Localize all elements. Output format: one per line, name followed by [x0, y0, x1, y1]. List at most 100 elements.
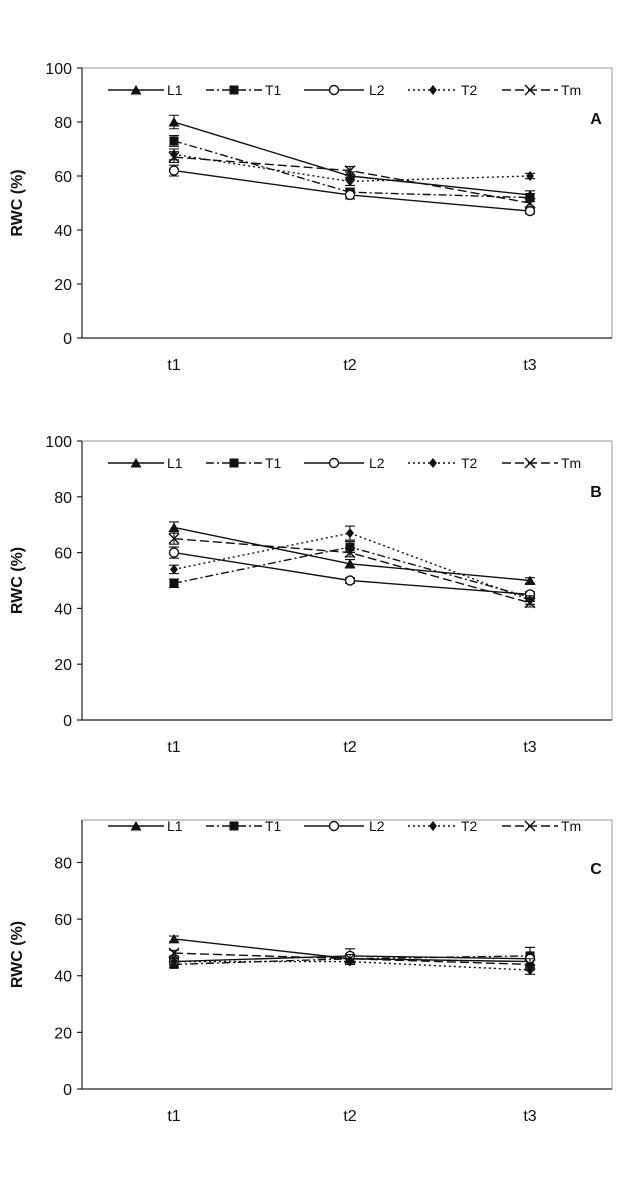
data-point	[170, 956, 178, 967]
x-tick-label: t1	[167, 357, 180, 374]
legend-marker-T2	[429, 821, 437, 831]
data-point	[168, 117, 180, 127]
legend-marker-L1	[130, 85, 142, 95]
y-axis-label: RWC (%)	[9, 921, 26, 988]
data-point	[525, 193, 535, 203]
chart-panel-C: 0 20 40 60 80 t1 t2 t3 RWC (%) C L1 T1 L2 T2 Tm	[9, 818, 613, 1125]
data-point	[168, 165, 180, 176]
legend: L1 T1 L2 T2 Tm	[108, 82, 581, 98]
series-L1	[168, 521, 536, 585]
series-Tm	[168, 947, 536, 971]
legend-label-T1: T1	[265, 818, 282, 834]
legend-label-Tm: Tm	[561, 818, 581, 834]
data-point	[344, 953, 356, 965]
legend-label-T2: T2	[461, 82, 478, 98]
legend-marker-Tm	[524, 84, 536, 96]
series-L2	[168, 546, 536, 600]
legend-label-L1: L1	[167, 818, 183, 834]
chart-panel-B: 0 20 40 60 80 100 t1 t2 t3 RWC (%) B L1 T1 L2 T2 Tm	[9, 434, 613, 756]
data-point	[524, 205, 536, 217]
data-point	[524, 575, 536, 585]
series-L2	[168, 164, 536, 217]
x-tick-label: t1	[167, 1108, 180, 1125]
y-tick-label: 40	[54, 223, 72, 240]
y-tick-label: 40	[54, 601, 72, 618]
legend-marker-Tm	[524, 457, 536, 469]
x-tick-label: t3	[523, 1108, 536, 1125]
y-tick-label: 100	[45, 61, 72, 78]
data-point	[346, 176, 354, 187]
y-tick-label: 40	[54, 969, 72, 986]
legend-marker-L1	[130, 821, 142, 831]
plot-frame	[81, 67, 613, 339]
y-tick-label: 80	[54, 855, 72, 872]
series-line-L1	[173, 121, 531, 196]
y-tick-label: 60	[54, 912, 72, 929]
legend-marker-L2	[328, 457, 340, 469]
legend-label-Tm: Tm	[561, 455, 581, 471]
x-tick-label: t3	[523, 739, 536, 756]
data-point	[344, 547, 356, 559]
legend-label-T1: T1	[265, 82, 282, 98]
data-point	[169, 578, 179, 588]
data-point	[344, 165, 356, 177]
legend-label-L2: L2	[369, 455, 385, 471]
y-tick-label: 60	[54, 546, 72, 563]
legend: L1 T1 L2 T2 Tm	[108, 818, 581, 834]
legend-marker-L2	[328, 84, 340, 96]
x-tick-label: t3	[523, 357, 536, 374]
legend-marker-T2	[429, 458, 437, 468]
legend-marker-Tm	[524, 820, 536, 832]
legend-label-T2: T2	[461, 818, 478, 834]
data-point	[524, 197, 536, 209]
legend-label-T1: T1	[265, 455, 282, 471]
chart-panel-A: 0 20 40 60 80 100 t1 t2 t3 RWC (%) A L1 T1 L2 T2 Tm	[9, 61, 613, 374]
y-tick-label: 80	[54, 115, 72, 132]
y-tick-label: 80	[54, 490, 72, 507]
panel-letter: B	[590, 484, 602, 501]
x-tick-label: t2	[343, 357, 356, 374]
x-tick-label: t2	[343, 739, 356, 756]
legend-label-L2: L2	[369, 818, 385, 834]
y-tick-label: 0	[63, 713, 72, 730]
y-tick-label: 0	[63, 331, 72, 348]
y-axis-label: RWC (%)	[9, 547, 26, 614]
data-point	[168, 547, 180, 558]
legend-label-L1: L1	[167, 82, 183, 98]
x-tick-label: t1	[167, 739, 180, 756]
x-tick-label: t2	[343, 1108, 356, 1125]
data-point	[344, 558, 356, 569]
legend-label-Tm: Tm	[561, 82, 581, 98]
data-point	[170, 564, 178, 575]
series-L1	[168, 114, 536, 200]
data-point	[346, 528, 354, 539]
legend-marker-T1	[229, 458, 239, 468]
data-point	[344, 171, 356, 181]
legend-label-T2: T2	[461, 455, 478, 471]
data-point	[526, 171, 534, 181]
panel-letter: A	[590, 111, 602, 128]
data-point	[168, 947, 180, 959]
data-point	[524, 958, 536, 970]
legend-marker-T2	[429, 85, 437, 95]
legend-marker-L2	[328, 820, 340, 832]
series-Tm	[168, 151, 536, 209]
data-point	[168, 533, 180, 545]
legend-label-L2: L2	[369, 82, 385, 98]
series-line-L2	[173, 551, 531, 596]
data-point	[524, 597, 536, 609]
data-point	[344, 575, 356, 586]
y-tick-label: 20	[54, 277, 72, 294]
legend-marker-T1	[229, 85, 239, 95]
y-tick-label: 20	[54, 657, 72, 674]
y-tick-label: 100	[45, 434, 72, 451]
data-point	[168, 522, 180, 532]
data-point	[168, 151, 180, 163]
panel-letter: C	[590, 861, 602, 878]
y-tick-label: 60	[54, 169, 72, 186]
legend: L1 T1 L2 T2 Tm	[108, 455, 581, 471]
y-tick-label: 0	[63, 1082, 72, 1099]
legend-marker-T1	[229, 821, 239, 831]
series-Tm	[168, 532, 536, 609]
